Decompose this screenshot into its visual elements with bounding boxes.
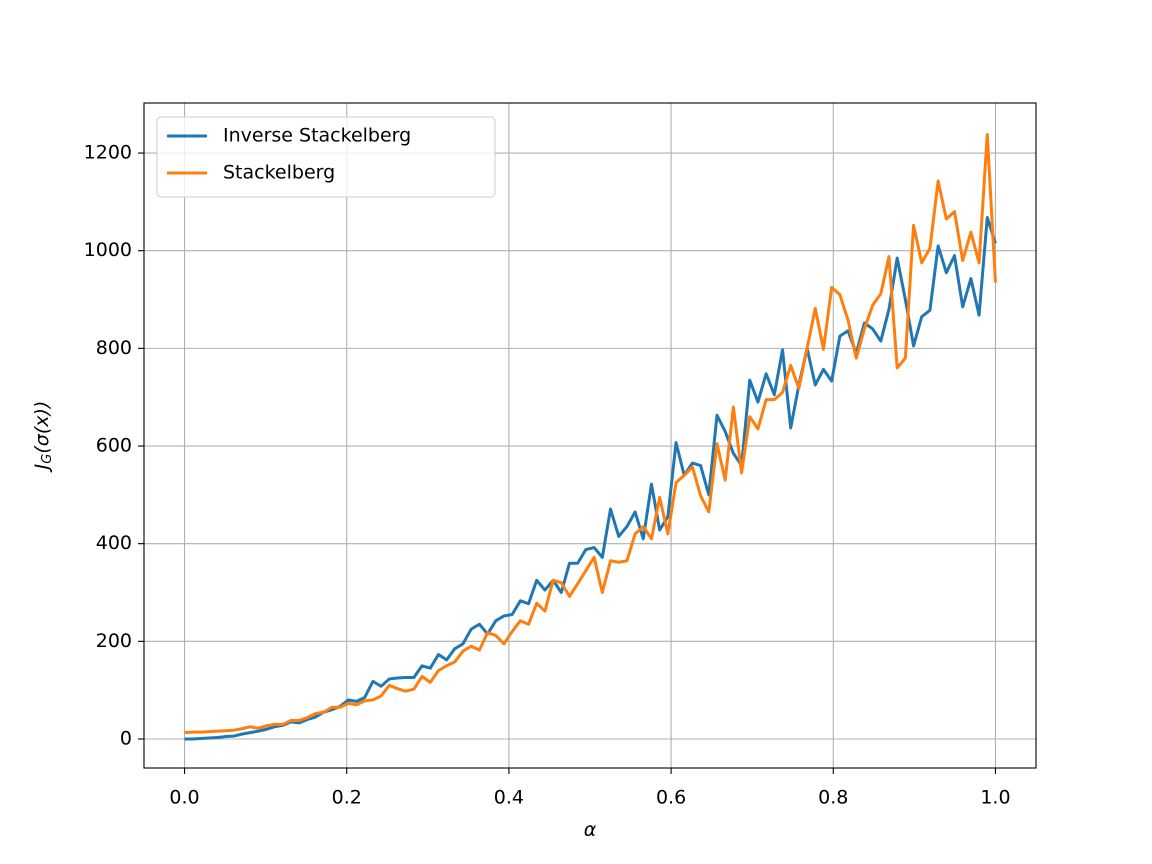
legend: Inverse Stackelberg Stackelberg [156,116,496,198]
y-tick-label: 1200 [84,142,132,164]
x-axis-label: α [584,819,597,841]
plot-lines [184,132,997,741]
y-axis-label: JG(σ(x)) [31,401,55,474]
axes-frame [143,102,1037,769]
x-tick-label: 0.2 [332,787,362,809]
y-tick-label: 0 [120,727,132,749]
y-label-base: J [31,463,53,473]
y-label-rest: (σ(x)) [31,401,53,454]
x-tick-label: 0.0 [169,787,199,809]
x-tick-label: 1.0 [980,787,1010,809]
x-tick-label: 0.6 [656,787,686,809]
y-tick-label: 600 [96,435,132,457]
y-tick-label: 200 [96,630,132,652]
grid [144,103,1036,768]
legend-label: Stackelberg [223,162,335,184]
legend-label: Inverse Stackelberg [223,125,411,147]
x-tick-label: 0.8 [818,787,848,809]
y-tick-label: 1000 [84,239,132,261]
series-line [184,132,997,735]
legend-box [156,116,496,198]
y-tick-label: 400 [96,532,132,554]
y-label-sub: G [40,454,55,464]
y-tick-label: 800 [96,337,132,359]
x-tick-label: 0.4 [494,787,524,809]
ticks: 0.0 0.2 0.4 0.6 0.8 1.0 0 200 400 600 800 1000 1200 [84,142,1011,809]
